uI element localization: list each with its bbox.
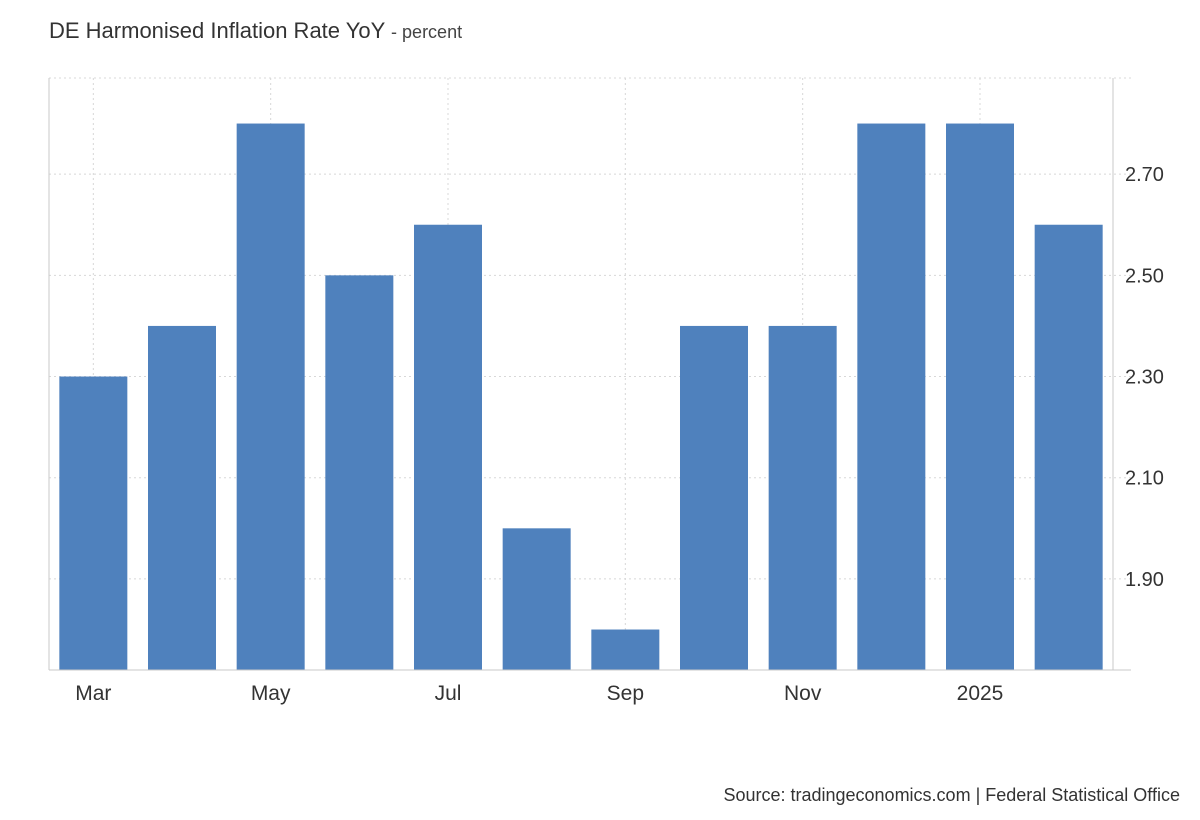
y-tick-label: 2.50 [1125,265,1164,287]
bar-feb [1034,224,1103,670]
y-tick-label: 1.90 [1125,569,1164,591]
x-tick-label: May [251,682,291,705]
source-note: Source: tradingeconomics.com | Federal S… [723,785,1180,805]
bar-mar [59,376,128,670]
x-tick-label: 2025 [957,682,1004,705]
x-tick-label: Jul [435,682,462,705]
chart-subtitle: - percent [391,22,463,42]
bar-jun [325,275,394,670]
bar-may [236,123,305,671]
chart-title: DE Harmonised Inflation Rate YoY - perce… [49,18,462,44]
bar-2025 [946,123,1014,671]
y-tick-label: 2.10 [1125,468,1164,490]
y-tick-label: 2.70 [1125,164,1164,186]
bar-dec [857,123,926,671]
tick-labels: 1.90 2.10 2.30 2.50 2.70 Mar May Jul Sep Nov 2025 [75,164,1164,705]
bar-nov [768,325,837,670]
x-tick-label: Sep [607,682,644,705]
bar-oct [680,325,748,670]
bar-jul [414,224,482,670]
x-tick-label: Mar [75,682,111,705]
chart-title-text: DE Harmonised Inflation Rate YoY [49,18,385,43]
bar-aug [502,528,571,670]
bar-apr [148,325,216,670]
bars [59,123,1103,671]
y-tick-label: 2.30 [1125,367,1164,389]
bar-sep [591,629,660,670]
axes [48,78,1131,671]
x-tick-label: Nov [784,682,822,705]
